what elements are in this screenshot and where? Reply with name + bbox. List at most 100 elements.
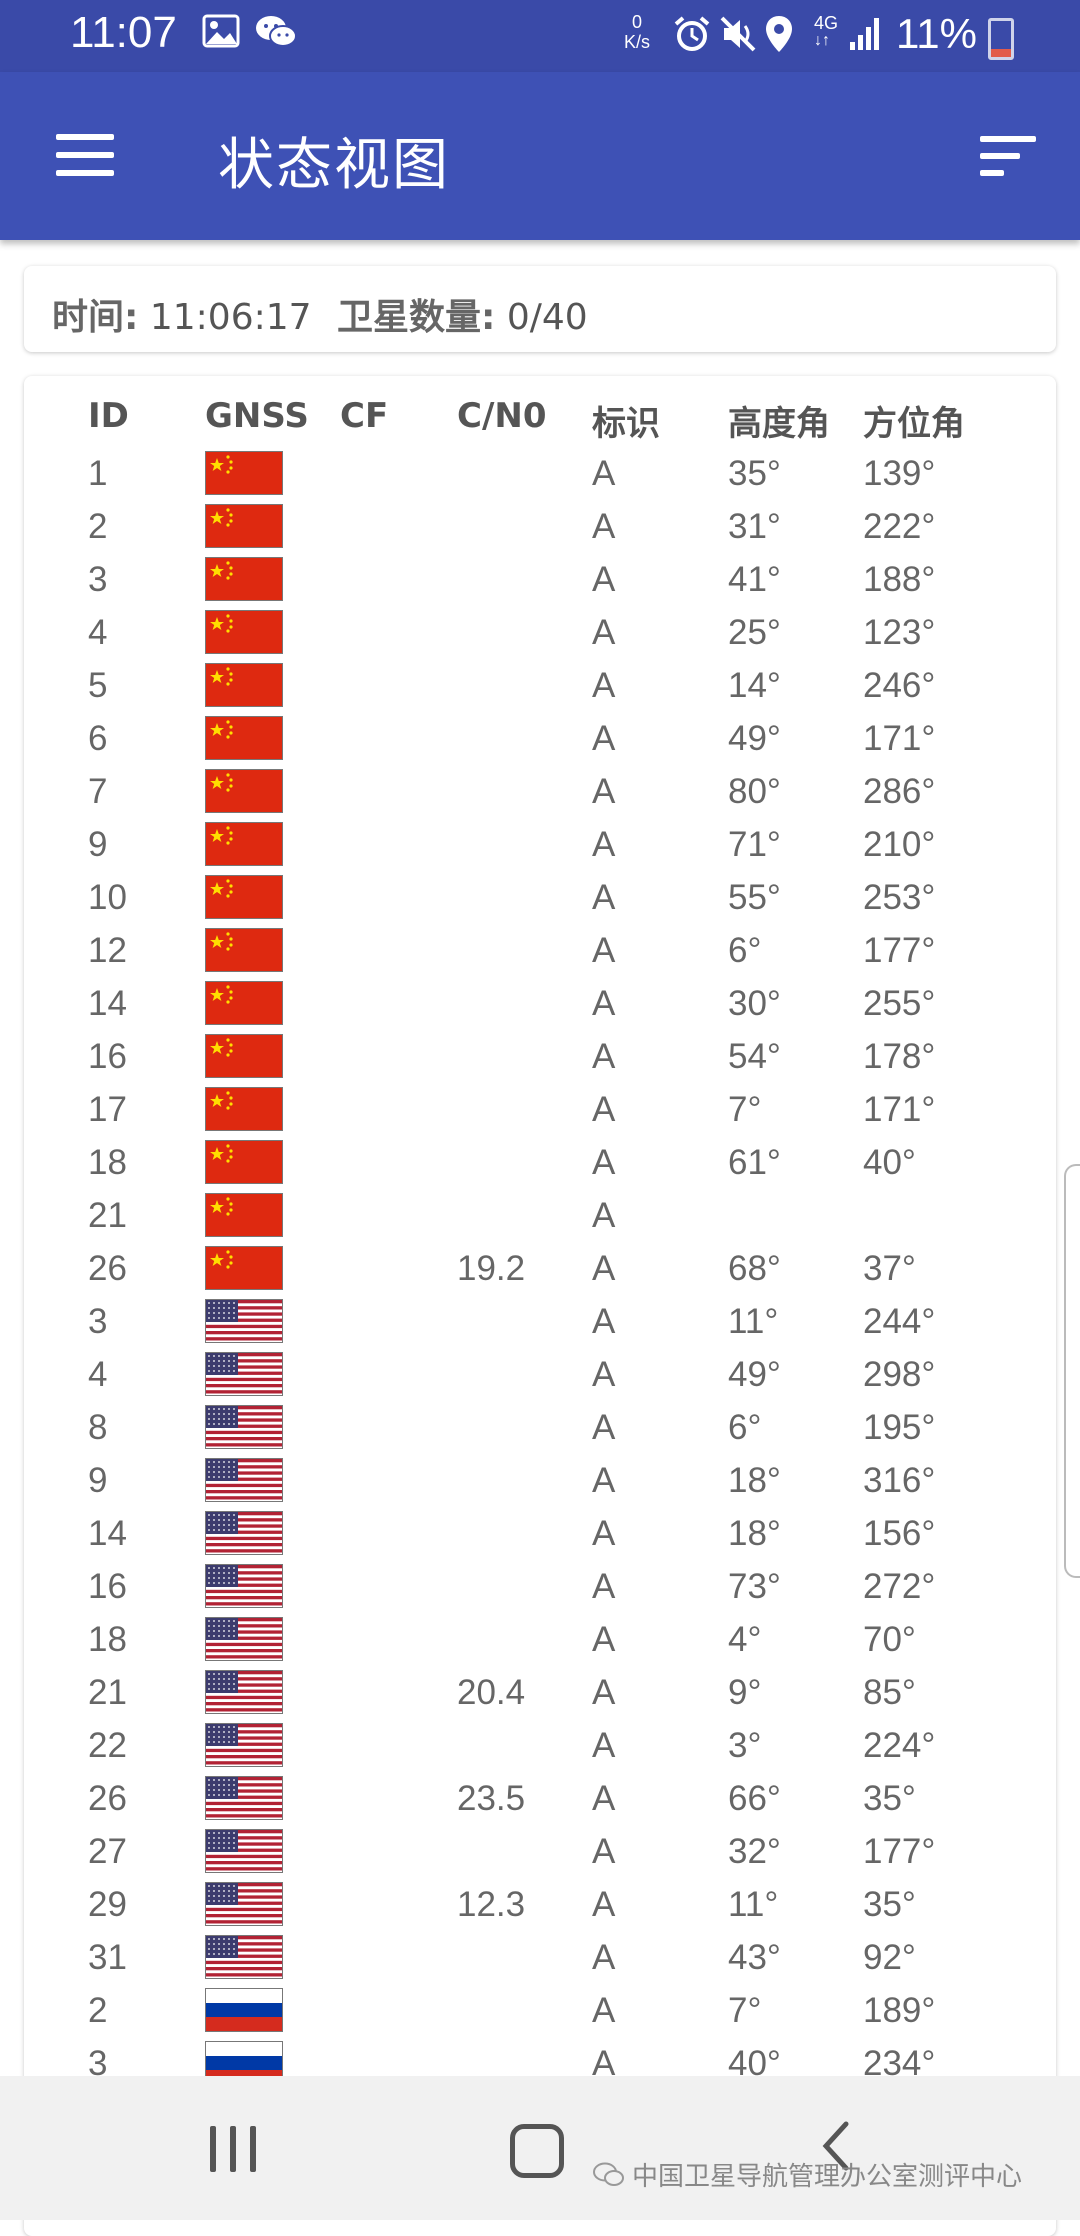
table-row[interactable]: 3 A 11° 244°: [24, 1296, 1056, 1349]
table-row[interactable]: 3 A 41° 188°: [24, 554, 1056, 607]
satellite-count-value: 0/40: [506, 297, 588, 338]
table-row[interactable]: 12 A 6° 177°: [24, 925, 1056, 978]
cell-flag: A: [592, 1673, 616, 1712]
cell-elevation: 35°: [728, 454, 781, 493]
table-row[interactable]: 2 A 31° 222°: [24, 501, 1056, 554]
header-id: ID: [88, 396, 129, 436]
cell-cn0: 19.2: [457, 1249, 526, 1288]
cell-azimuth: 316°: [863, 1461, 936, 1500]
watermark-text: 中国卫星导航管理办公室测评中心: [632, 2162, 1023, 2192]
cell-flag: A: [592, 1567, 616, 1606]
table-row[interactable]: 22 A 3° 224°: [24, 1720, 1056, 1773]
cell-id: 7: [88, 772, 108, 811]
china-flag-icon: [205, 504, 283, 548]
cell-elevation: 49°: [728, 719, 781, 758]
cell-elevation: 71°: [728, 825, 781, 864]
cell-flag: A: [592, 507, 616, 546]
table-row[interactable]: 31 A 43° 92°: [24, 1932, 1056, 1985]
cell-flag: A: [592, 613, 616, 652]
china-flag-icon: [205, 1193, 283, 1237]
table-row[interactable]: 17 A 7° 171°: [24, 1084, 1056, 1137]
cell-azimuth: 255°: [863, 984, 936, 1023]
table-row[interactable]: 21 A: [24, 1190, 1056, 1243]
cell-id: 26: [88, 1249, 127, 1288]
china-flag-icon: [205, 875, 283, 919]
cell-elevation: 11°: [728, 1302, 779, 1341]
cell-elevation: 43°: [728, 1938, 781, 1977]
cell-id: 22: [88, 1726, 127, 1765]
cell-flag: A: [592, 666, 616, 705]
status-time: 11:07: [70, 8, 177, 57]
cell-flag: A: [592, 825, 616, 864]
cell-elevation: 18°: [728, 1514, 781, 1553]
table-row[interactable]: 14 A 30° 255°: [24, 978, 1056, 1031]
wechat-icon: [254, 14, 298, 50]
recent-apps-icon[interactable]: [210, 2126, 256, 2172]
table-row[interactable]: 10 A 55° 253°: [24, 872, 1056, 925]
header-elevation: 高度角: [728, 404, 830, 444]
cell-elevation: 9°: [728, 1673, 762, 1712]
network-speed-value: 0: [632, 12, 643, 32]
cell-elevation: 61°: [728, 1143, 781, 1182]
status-bar: 11:07 0 K/s 4G ↓↑ 11%: [0, 0, 1080, 72]
cell-azimuth: 35°: [863, 1885, 916, 1924]
table-row[interactable]: 6 A 49° 171°: [24, 713, 1056, 766]
table-row[interactable]: 4 A 25° 123°: [24, 607, 1056, 660]
table-row[interactable]: 18 A 4° 70°: [24, 1614, 1056, 1667]
cell-id: 21: [88, 1673, 127, 1712]
china-flag-icon: [205, 1140, 283, 1184]
usa-flag-icon: [205, 1405, 283, 1449]
cell-id: 6: [88, 719, 108, 758]
cell-id: 12: [88, 931, 127, 970]
cell-flag: A: [592, 931, 616, 970]
edge-panel-handle[interactable]: [1064, 1164, 1080, 1578]
table-row[interactable]: 5 A 14° 246°: [24, 660, 1056, 713]
back-icon[interactable]: [816, 2118, 856, 2174]
table-row[interactable]: 26 23.5 A 66° 35°: [24, 1773, 1056, 1826]
cell-id: 9: [88, 1461, 108, 1500]
table-row[interactable]: 18 A 61° 40°: [24, 1137, 1056, 1190]
usa-flag-icon: [205, 1829, 283, 1873]
cell-elevation: 4°: [728, 1620, 762, 1659]
mute-icon: [718, 14, 758, 54]
table-row[interactable]: 7 A 80° 286°: [24, 766, 1056, 819]
sort-icon[interactable]: [980, 134, 1036, 178]
cell-elevation: 68°: [728, 1249, 781, 1288]
cell-azimuth: 40°: [863, 1143, 916, 1182]
usa-flag-icon: [205, 1511, 283, 1555]
cell-azimuth: 123°: [863, 613, 936, 652]
table-row[interactable]: 27 A 32° 177°: [24, 1826, 1056, 1879]
table-row[interactable]: 8 A 6° 195°: [24, 1402, 1056, 1455]
china-flag-icon: [205, 928, 283, 972]
cell-azimuth: 171°: [863, 719, 936, 758]
table-row[interactable]: 2 A 7° 189°: [24, 1985, 1056, 2038]
cell-id: 18: [88, 1143, 127, 1182]
cell-flag: A: [592, 2044, 616, 2083]
table-row[interactable]: 16 A 54° 178°: [24, 1031, 1056, 1084]
table-row[interactable]: 1 A 35° 139°: [24, 448, 1056, 501]
china-flag-icon: [205, 557, 283, 601]
cell-id: 3: [88, 1302, 108, 1341]
table-row[interactable]: 9 A 18° 316°: [24, 1455, 1056, 1508]
china-flag-icon: [205, 1087, 283, 1131]
table-row[interactable]: 4 A 49° 298°: [24, 1349, 1056, 1402]
cell-azimuth: 177°: [863, 931, 936, 970]
hamburger-menu-icon[interactable]: [56, 130, 114, 180]
app-bar: 状态视图: [0, 72, 1080, 240]
china-flag-icon: [205, 663, 283, 707]
table-row[interactable]: 16 A 73° 272°: [24, 1561, 1056, 1614]
home-icon[interactable]: [510, 2124, 564, 2178]
table-row[interactable]: 29 12.3 A 11° 35°: [24, 1879, 1056, 1932]
china-flag-icon: [205, 822, 283, 866]
cell-azimuth: 177°: [863, 1832, 936, 1871]
cell-azimuth: 70°: [863, 1620, 916, 1659]
table-row[interactable]: 9 A 71° 210°: [24, 819, 1056, 872]
satellite-count-label: 卫星数量:: [337, 297, 496, 338]
cell-id: 14: [88, 1514, 127, 1553]
table-row[interactable]: 14 A 18° 156°: [24, 1508, 1056, 1561]
cell-flag: A: [592, 878, 616, 917]
watermark: 中国卫星导航管理办公室测评中心: [592, 2156, 1022, 2193]
table-row[interactable]: 26 19.2 A 68° 37°: [24, 1243, 1056, 1296]
usa-flag-icon: [205, 1564, 283, 1608]
table-row[interactable]: 21 20.4 A 9° 85°: [24, 1667, 1056, 1720]
